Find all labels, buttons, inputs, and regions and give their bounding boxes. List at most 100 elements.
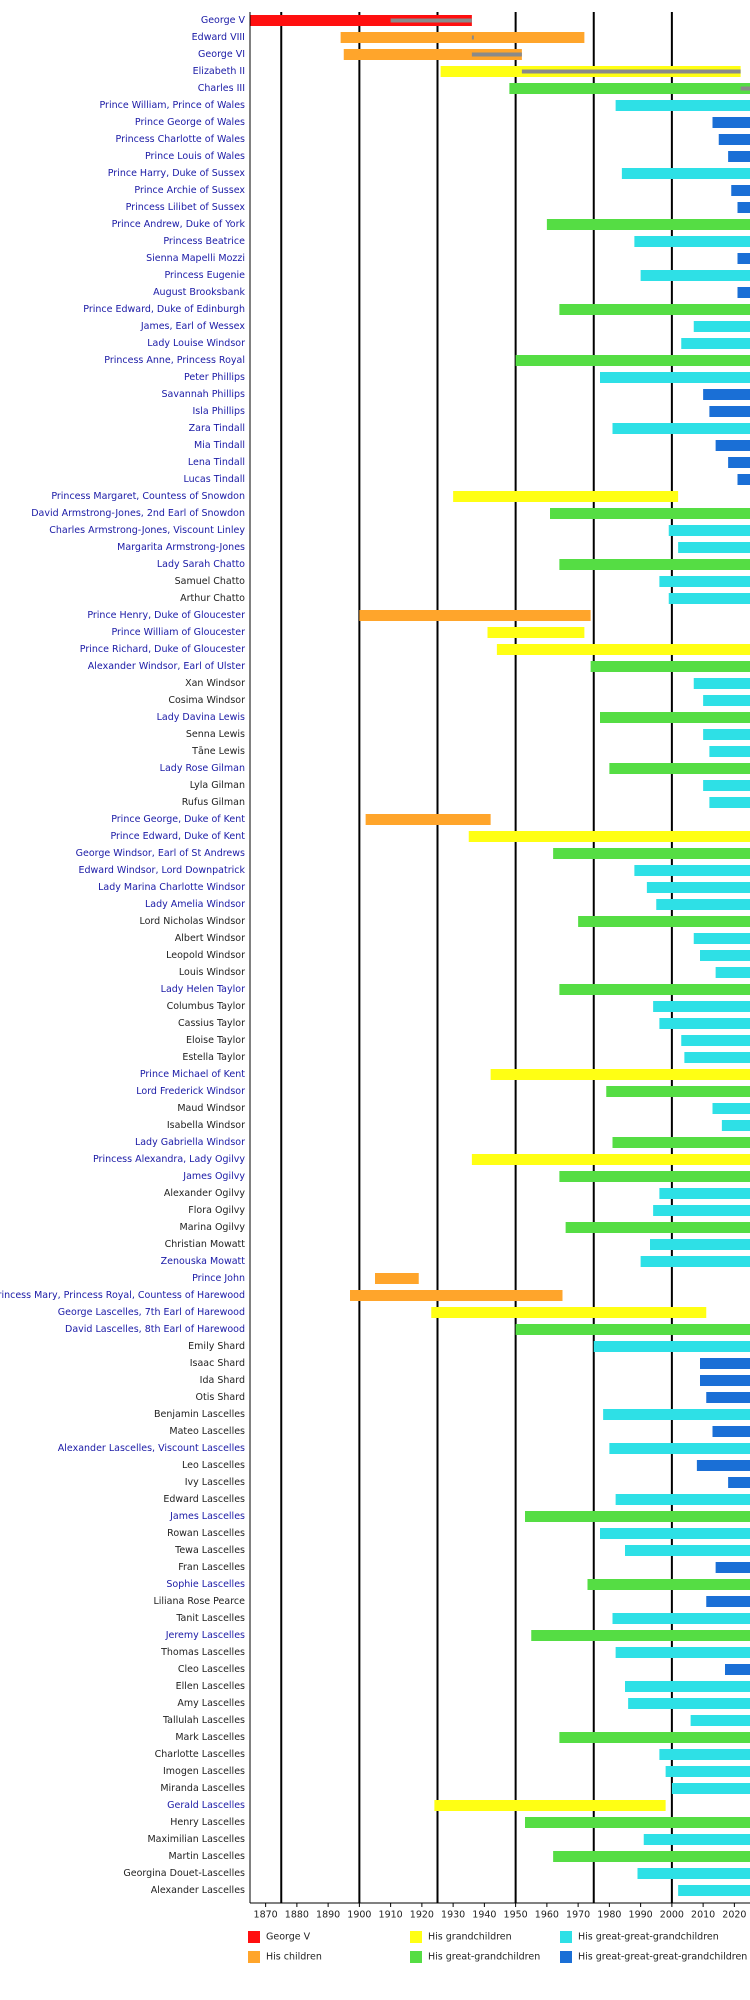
- person-name[interactable]: Savannah Phillips: [162, 389, 246, 400]
- legend-swatch: [248, 1931, 260, 1943]
- person-name[interactable]: James, Earl of Wessex: [140, 321, 246, 332]
- life-bar: [640, 1256, 750, 1267]
- person-name[interactable]: Princess Eugenie: [164, 270, 245, 281]
- person-name[interactable]: Princess Lilibet of Sussex: [126, 202, 246, 213]
- person-name[interactable]: Prince Henry, Duke of Gloucester: [87, 610, 245, 621]
- life-bar: [712, 117, 750, 128]
- person-name[interactable]: Peter Phillips: [184, 372, 245, 383]
- person-name[interactable]: Prince George, Duke of Kent: [111, 814, 245, 825]
- reign-bar: [471, 35, 474, 40]
- person-name[interactable]: George Windsor, Earl of St Andrews: [76, 848, 245, 859]
- person-name[interactable]: Prince Harry, Duke of Sussex: [108, 168, 246, 179]
- life-bar: [715, 967, 750, 978]
- person-name: Marina Ogilvy: [180, 1222, 246, 1233]
- person-name[interactable]: Lucas Tindall: [184, 474, 245, 485]
- person-name[interactable]: Princess Alexandra, Lady Ogilvy: [93, 1154, 245, 1165]
- person-name[interactable]: Alexander Lascelles, Viscount Lascelles: [58, 1443, 245, 1454]
- person-name[interactable]: August Brooksbank: [153, 287, 245, 298]
- person-name[interactable]: Alexander Windsor, Earl of Ulster: [88, 661, 245, 672]
- life-bar: [737, 474, 750, 485]
- life-bar: [600, 712, 750, 723]
- person-name[interactable]: James Ogilvy: [182, 1171, 245, 1182]
- person-name[interactable]: Prince Richard, Duke of Gloucester: [80, 644, 245, 655]
- life-bar: [250, 15, 472, 26]
- person-name[interactable]: Lady Marina Charlotte Windsor: [98, 882, 245, 893]
- legend-label: His children: [266, 1952, 322, 1963]
- life-bar: [646, 882, 750, 893]
- reign-bar: [390, 18, 472, 23]
- person-name: Louis Windsor: [179, 967, 245, 978]
- person-name[interactable]: Jeremy Lascelles: [165, 1630, 245, 1641]
- person-name[interactable]: Prince Louis of Wales: [145, 151, 245, 162]
- person-name[interactable]: Princess Margaret, Countess of Snowdon: [51, 491, 245, 502]
- person-name[interactable]: Charles III: [198, 83, 245, 94]
- person-name: Cassius Taylor: [178, 1018, 245, 1029]
- life-bar: [700, 950, 750, 961]
- x-tick-label: 1900: [347, 1910, 371, 1921]
- person-name[interactable]: Elizabeth II: [193, 66, 245, 77]
- person-name[interactable]: Lord Frederick Windsor: [136, 1086, 245, 1097]
- person-name[interactable]: Edward Windsor, Lord Downpatrick: [79, 865, 246, 876]
- person-name[interactable]: George V: [201, 15, 246, 26]
- person-name[interactable]: Lady Helen Taylor: [161, 984, 245, 995]
- life-bar: [634, 865, 750, 876]
- x-tick-label: 1980: [597, 1910, 621, 1921]
- person-name[interactable]: Mia Tindall: [194, 440, 245, 451]
- life-bar: [709, 746, 750, 757]
- person-name[interactable]: Princess Mary, Princess Royal, Countess …: [0, 1290, 245, 1301]
- person-name[interactable]: Prince William, Prince of Wales: [99, 100, 245, 111]
- person-name[interactable]: David Armstrong-Jones, 2nd Earl of Snowd…: [31, 508, 245, 519]
- person-name[interactable]: Princess Beatrice: [163, 236, 245, 247]
- person-name[interactable]: Lady Gabriella Windsor: [135, 1137, 245, 1148]
- person-name[interactable]: Lady Sarah Chatto: [157, 559, 245, 570]
- person-name: Maximilian Lascelles: [147, 1834, 245, 1845]
- person-name[interactable]: Princess Anne, Princess Royal: [104, 355, 245, 366]
- person-name[interactable]: George Lascelles, 7th Earl of Harewood: [58, 1307, 245, 1318]
- life-bar: [565, 1222, 750, 1233]
- person-name[interactable]: Prince George of Wales: [135, 117, 245, 128]
- person-name: Tallulah Lascelles: [162, 1715, 245, 1726]
- person-name[interactable]: Prince Edward, Duke of Edinburgh: [83, 304, 245, 315]
- person-name[interactable]: Prince William of Gloucester: [111, 627, 245, 638]
- person-name: Eloise Taylor: [186, 1035, 245, 1046]
- person-name[interactable]: Prince John: [192, 1273, 245, 1284]
- life-bar: [656, 899, 750, 910]
- person-name[interactable]: Gerald Lascelles: [167, 1800, 245, 1811]
- person-name: Maud Windsor: [177, 1103, 245, 1114]
- life-bar: [625, 1545, 750, 1556]
- person-name: Emily Shard: [188, 1341, 245, 1352]
- life-bar: [668, 593, 750, 604]
- life-bar: [578, 916, 750, 927]
- life-bar: [671, 1783, 750, 1794]
- life-bar: [659, 1749, 750, 1760]
- person-name[interactable]: Lady Louise Windsor: [147, 338, 245, 349]
- person-name[interactable]: Prince Edward, Duke of Kent: [110, 831, 245, 842]
- life-bar: [665, 1766, 750, 1777]
- person-name[interactable]: Prince Michael of Kent: [140, 1069, 245, 1080]
- life-bar: [612, 1613, 750, 1624]
- person-name: Estella Taylor: [182, 1052, 245, 1063]
- person-name[interactable]: Prince Andrew, Duke of York: [112, 219, 246, 230]
- person-name[interactable]: Isla Phillips: [192, 406, 245, 417]
- person-name[interactable]: Zara Tindall: [189, 423, 245, 434]
- person-name[interactable]: Prince Archie of Sussex: [134, 185, 245, 196]
- person-name[interactable]: Princess Charlotte of Wales: [116, 134, 246, 145]
- person-name[interactable]: George VI: [198, 49, 245, 60]
- person-name[interactable]: Lena Tindall: [188, 457, 245, 468]
- person-name[interactable]: Lady Amelia Windsor: [145, 899, 245, 910]
- life-bar: [434, 1800, 666, 1811]
- person-name[interactable]: James Lascelles: [169, 1511, 245, 1522]
- person-name[interactable]: Sienna Mapelli Mozzi: [146, 253, 245, 264]
- person-name[interactable]: Edward VIII: [192, 32, 245, 43]
- x-tick-label: 2000: [660, 1910, 684, 1921]
- person-name[interactable]: Charles Armstrong-Jones, Viscount Linley: [49, 525, 245, 536]
- person-name: Ivy Lascelles: [185, 1477, 245, 1488]
- life-bar: [721, 1120, 750, 1131]
- person-name[interactable]: Sophie Lascelles: [166, 1579, 245, 1590]
- person-name: Benjamin Lascelles: [154, 1409, 245, 1420]
- person-name[interactable]: Zenouska Mowatt: [161, 1256, 246, 1267]
- person-name[interactable]: David Lascelles, 8th Earl of Harewood: [65, 1324, 245, 1335]
- person-name[interactable]: Lady Rose Gilman: [160, 763, 245, 774]
- person-name[interactable]: Lady Davina Lewis: [157, 712, 245, 723]
- person-name[interactable]: Margarita Armstrong-Jones: [117, 542, 245, 553]
